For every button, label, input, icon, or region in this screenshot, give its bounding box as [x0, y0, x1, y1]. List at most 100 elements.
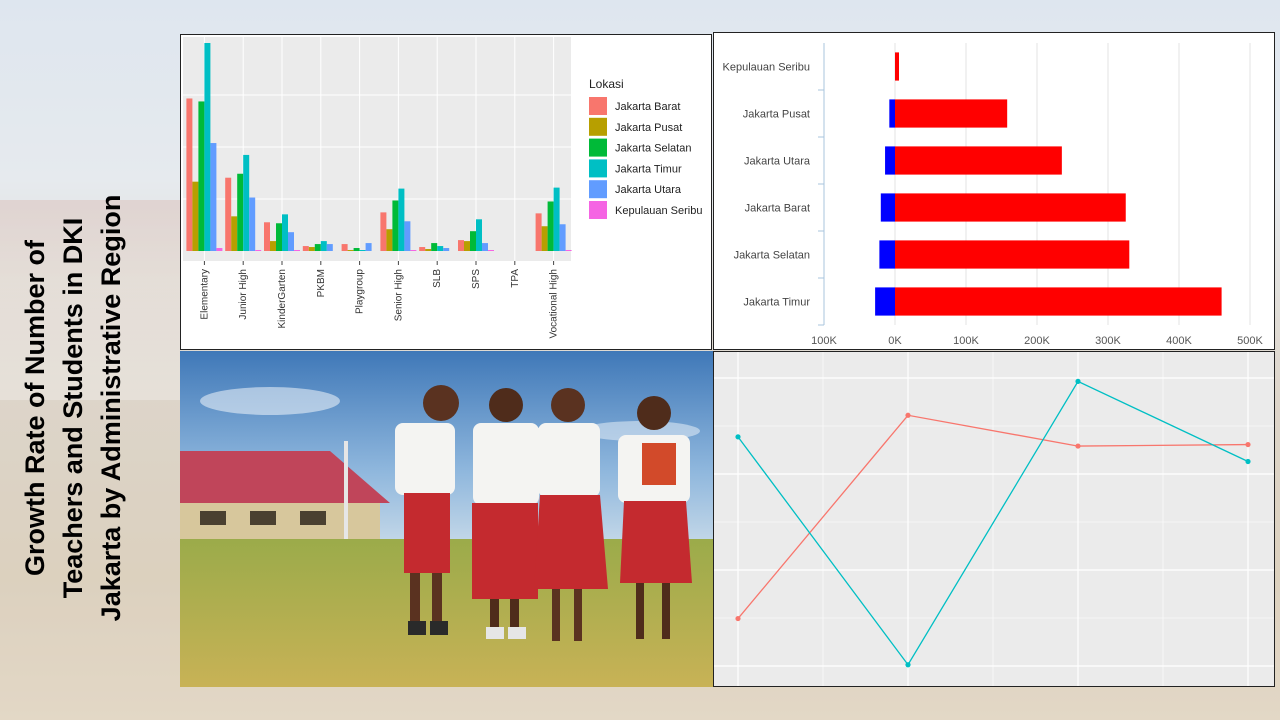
bar-jakarta-pusat — [464, 241, 470, 251]
legend-swatch — [589, 201, 607, 219]
x-tick-label: KinderGarten — [277, 269, 288, 328]
bar-jakarta-barat — [264, 222, 270, 251]
x-tick-label: Junior High — [238, 269, 249, 320]
series-point-0 — [1245, 441, 1251, 448]
series-point-1 — [905, 662, 911, 668]
bar-jakarta-selatan — [470, 231, 476, 251]
bar-jakarta-timur — [437, 246, 444, 251]
x-tick-label: 100K — [811, 335, 837, 347]
series-point-1 — [1075, 378, 1081, 384]
bar-negative — [885, 146, 895, 175]
bar-jakarta-utara — [249, 197, 256, 251]
bar-jakarta-pusat — [425, 249, 432, 251]
students-photo-illustration — [180, 351, 713, 687]
bar-jakarta-utara — [365, 243, 372, 251]
x-tick-label: 100K — [953, 335, 979, 347]
bar-jakarta-utara — [210, 143, 217, 251]
photo-student — [618, 396, 692, 639]
bar-jakarta-barat — [419, 247, 426, 251]
bar-jakarta-utara — [443, 248, 450, 251]
x-tick-label: Vocational High — [549, 269, 560, 339]
series-point-0 — [735, 615, 741, 622]
x-tick-label: PKBM — [316, 269, 327, 297]
bar-jakarta-utara — [559, 224, 566, 251]
bar-positive — [895, 52, 899, 81]
bar-jakarta-pusat — [270, 241, 276, 251]
x-tick-label: 300K — [1095, 335, 1121, 347]
bar-negative — [879, 240, 895, 269]
grouped-bar-chart-svg: Elementary Junior High KinderGarten PKBM Pla… — [183, 37, 702, 339]
y-tick-label: Jakarta Selatan — [734, 250, 810, 262]
bar-positive — [895, 240, 1130, 269]
x-tick-label: 0K — [888, 335, 902, 347]
horizontal-bar-chart: Kepulauan Seribu Jakarta Pusat Jakarta Uta… — [713, 32, 1275, 350]
bar-jakarta-pusat — [347, 250, 354, 251]
y-tick-label: Jakarta Timur — [743, 297, 810, 309]
bar-jakarta-timur — [243, 154, 250, 251]
x-tick-label: 500K — [1237, 335, 1263, 347]
photo-cloud — [200, 387, 340, 415]
photo-school-roof — [180, 451, 390, 503]
legend-label: Jakarta Utara — [615, 184, 682, 196]
legend-swatch — [589, 180, 607, 199]
horizontal-bar-chart-svg: Kepulauan Seribu Jakarta Pusat Jakarta Uta… — [723, 43, 1264, 347]
bar-jakarta-pusat — [308, 247, 315, 251]
photo-student — [534, 388, 608, 641]
legend-swatch — [589, 159, 607, 178]
bar-positive — [895, 287, 1222, 316]
x-tick-label: SLB — [432, 269, 443, 288]
bar-jakarta-selatan — [353, 248, 360, 251]
bar-kepulauan-seribu — [410, 250, 417, 251]
bar-jakarta-selatan — [198, 101, 205, 251]
x-tick-label: 200K — [1024, 335, 1050, 347]
students-photo — [180, 351, 713, 687]
bar-jakarta-selatan — [547, 201, 554, 251]
bar-jakarta-selatan — [431, 243, 438, 251]
bar-kepulauan-seribu — [216, 248, 223, 251]
series-point-0 — [1075, 443, 1081, 449]
photo-school-window — [250, 511, 276, 525]
bar-positive — [895, 99, 1008, 128]
bar-jakarta-timur — [476, 219, 482, 251]
x-tick-label: SPS — [471, 269, 482, 289]
title-line-1: Growth Rate of Number of — [20, 239, 50, 576]
bar-jakarta-timur — [398, 188, 405, 251]
series-point-1 — [1245, 458, 1251, 465]
y-tick-label: Kepulauan Seribu — [723, 62, 810, 74]
bar-jakarta-timur — [553, 187, 560, 251]
bar-jakarta-barat — [225, 177, 232, 251]
bar-jakarta-selatan — [314, 244, 321, 251]
bar-jakarta-utara — [482, 243, 488, 251]
x-tick-label: Elementary — [199, 269, 210, 320]
bar-jakarta-barat — [380, 212, 387, 251]
bar-negative — [880, 193, 895, 222]
y-tick-label: Jakarta Pusat — [743, 109, 810, 121]
legend-label: Jakarta Pusat — [615, 122, 682, 134]
y-tick-label: Jakarta Utara — [744, 156, 811, 168]
series-line-1 — [737, 380, 1249, 666]
bar-kepulauan-seribu — [488, 250, 494, 251]
title-line-2: Teachers and Students in DKI — [58, 218, 88, 599]
x-tick-label: TPA — [510, 269, 521, 288]
photo-school-window — [200, 511, 226, 525]
line-chart-svg — [714, 352, 1274, 686]
photo-school-window — [300, 511, 326, 525]
bar-negative — [889, 99, 895, 128]
bar-jakarta-barat — [458, 240, 464, 251]
bar-kepulauan-seribu — [565, 250, 572, 251]
legend-swatch — [589, 97, 607, 115]
x-tick-label: Senior High — [393, 269, 404, 321]
line-chart — [713, 351, 1275, 687]
bar-jakarta-barat — [302, 246, 309, 251]
bar-positive — [895, 146, 1062, 175]
legend-swatch — [589, 117, 607, 136]
legend-title: Lokasi — [589, 77, 624, 91]
bar-kepulauan-seribu — [255, 250, 262, 251]
series-line-0 — [737, 414, 1249, 619]
photo-student — [395, 385, 459, 635]
legend-label: Jakarta Barat — [615, 101, 680, 113]
grouped-bar-chart: Elementary Junior High KinderGarten PKBM Pla… — [180, 34, 712, 350]
bar-jakarta-timur — [204, 43, 211, 251]
bar-jakarta-pusat — [386, 229, 393, 251]
bar-jakarta-timur — [320, 241, 327, 251]
